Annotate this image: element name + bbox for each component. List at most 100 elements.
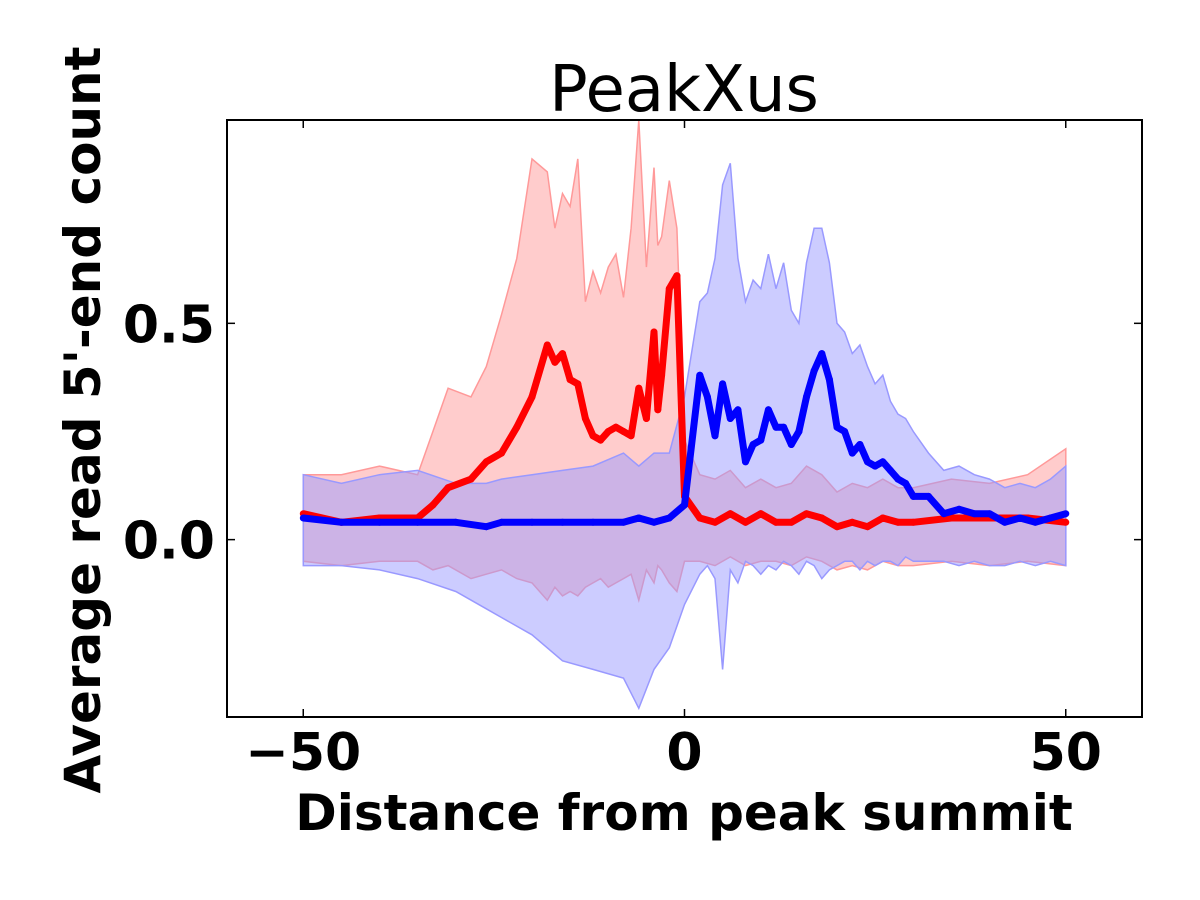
series-2-point — [940, 510, 948, 518]
series-2-point — [810, 367, 818, 375]
series-1-point — [696, 514, 704, 522]
series-2-point — [864, 458, 871, 466]
series-1-point — [498, 449, 505, 457]
series-2-point — [414, 518, 422, 526]
series-2-point — [1031, 518, 1039, 526]
series-1-point — [772, 518, 780, 526]
series-1-point — [597, 436, 605, 444]
series-2-point — [795, 428, 803, 435]
series-1-point — [604, 428, 612, 435]
series-1-point — [833, 523, 841, 531]
series-2-point — [337, 518, 345, 526]
series-lines — [299, 272, 1070, 531]
series-2-point — [841, 428, 849, 435]
series-1-point — [642, 415, 650, 422]
series-2-point — [299, 514, 307, 522]
series-1-point — [589, 432, 597, 440]
series-2-point — [886, 466, 894, 474]
series-2-point — [764, 406, 772, 414]
series-2-point — [742, 458, 749, 466]
series-2-point — [452, 518, 460, 526]
series-1-point — [650, 328, 658, 336]
series-2-point — [1001, 518, 1009, 526]
x-axis-label: Distance from peak summit — [295, 784, 1073, 842]
series-1-point — [803, 510, 810, 518]
series-2-point — [833, 423, 841, 431]
series-2-point — [856, 441, 864, 448]
series-1-point — [787, 518, 795, 526]
series-2-point — [772, 423, 780, 431]
series-1-point — [612, 423, 620, 431]
series-2-point — [902, 479, 910, 487]
series-2-point — [726, 415, 734, 422]
series-2-point — [703, 393, 711, 401]
series-1-point — [482, 458, 490, 466]
series-2-point — [757, 436, 765, 444]
series-2-point — [498, 518, 505, 526]
series-2-point — [955, 505, 963, 513]
chart-title: PeakXus — [549, 53, 819, 127]
y-axis-label: Average read 5'-end count — [54, 46, 112, 793]
series-2-point — [482, 523, 490, 531]
series-2-point — [1047, 514, 1054, 522]
series-1-point — [551, 358, 559, 366]
series-1-point — [848, 518, 856, 526]
series-1-point — [947, 514, 955, 522]
series-1-point — [559, 350, 566, 358]
series-1-point — [627, 432, 635, 440]
series-1-point — [757, 510, 765, 518]
x-tick-label: 50 — [1030, 723, 1102, 783]
series-1-point — [566, 376, 574, 384]
series-2-point — [749, 441, 757, 448]
series-1-point — [513, 423, 521, 431]
series-2-point — [818, 350, 826, 358]
series-2-point — [681, 501, 688, 509]
series-1-point — [658, 371, 666, 379]
series-2-point — [734, 406, 742, 414]
x-tick-label: −50 — [245, 723, 361, 783]
series-2-point — [528, 518, 536, 526]
series-2-point — [665, 514, 673, 522]
series-2-line — [302, 350, 1067, 531]
series-1-point — [444, 484, 452, 492]
series-1-point — [581, 415, 589, 422]
series-2-point — [589, 518, 597, 526]
series-2-point — [803, 393, 810, 401]
series-2-point — [376, 518, 383, 526]
series-2-point — [986, 510, 993, 518]
series-2-point — [635, 514, 643, 522]
axis-ticks: −50 0 50 0.0 0.5 — [123, 120, 1142, 783]
series-2-point — [787, 441, 795, 448]
series-1-point — [742, 518, 749, 526]
series-2-point — [559, 518, 566, 526]
series-2-point — [848, 449, 856, 457]
series-1-point — [909, 518, 917, 526]
series-1-point — [818, 514, 826, 522]
series-2-point — [825, 376, 833, 384]
series-1-point — [673, 272, 681, 280]
series-1-point — [429, 501, 437, 509]
series-2-point — [970, 510, 978, 518]
series-2-point — [780, 423, 788, 431]
series-2-point — [711, 432, 719, 440]
series-1-point — [528, 393, 536, 401]
series-1-point — [864, 523, 871, 531]
series-2-point — [719, 380, 727, 388]
series-2-point — [1062, 510, 1070, 518]
series-1-point — [467, 475, 475, 483]
x-tick-label: 0 — [666, 723, 702, 783]
series-1-point — [635, 384, 643, 392]
series-2-point — [871, 462, 879, 470]
series-1-point — [726, 510, 734, 518]
y-tick-label: 0.0 — [123, 512, 215, 572]
series-2-point — [879, 458, 887, 466]
series-2-point — [894, 475, 902, 483]
series-1-point — [879, 514, 887, 522]
series-2-point — [650, 518, 658, 526]
series-1-point — [574, 380, 582, 388]
series-2-point — [1016, 514, 1024, 522]
series-2-point — [620, 518, 627, 526]
series-1-point — [543, 341, 551, 349]
series-2-point — [909, 492, 917, 500]
